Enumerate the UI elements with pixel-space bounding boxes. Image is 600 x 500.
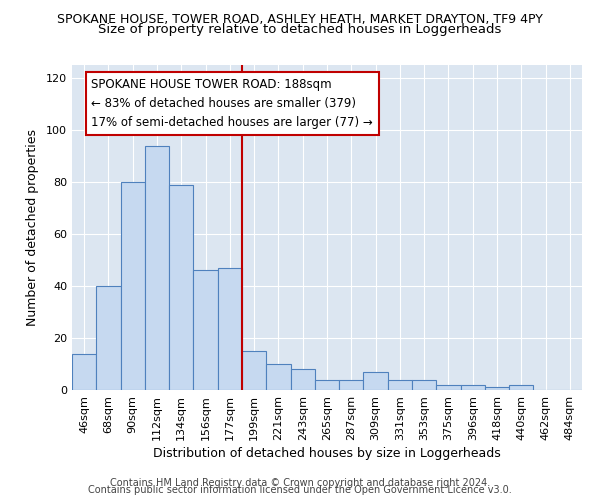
Bar bbox=[242, 351, 266, 390]
X-axis label: Distribution of detached houses by size in Loggerheads: Distribution of detached houses by size … bbox=[153, 447, 501, 460]
Bar bbox=[509, 385, 533, 390]
Bar bbox=[145, 146, 169, 390]
Text: Contains HM Land Registry data © Crown copyright and database right 2024.: Contains HM Land Registry data © Crown c… bbox=[110, 478, 490, 488]
Text: Size of property relative to detached houses in Loggerheads: Size of property relative to detached ho… bbox=[98, 22, 502, 36]
Bar bbox=[169, 184, 193, 390]
Bar bbox=[72, 354, 96, 390]
Bar bbox=[266, 364, 290, 390]
Bar bbox=[436, 385, 461, 390]
Text: Contains public sector information licensed under the Open Government Licence v3: Contains public sector information licen… bbox=[88, 485, 512, 495]
Bar bbox=[121, 182, 145, 390]
Bar bbox=[290, 369, 315, 390]
Bar bbox=[315, 380, 339, 390]
Bar bbox=[485, 388, 509, 390]
Text: SPOKANE HOUSE TOWER ROAD: 188sqm
← 83% of detached houses are smaller (379)
17% : SPOKANE HOUSE TOWER ROAD: 188sqm ← 83% o… bbox=[91, 78, 373, 129]
Bar bbox=[193, 270, 218, 390]
Bar bbox=[461, 385, 485, 390]
Bar bbox=[218, 268, 242, 390]
Bar bbox=[364, 372, 388, 390]
Bar bbox=[339, 380, 364, 390]
Bar bbox=[388, 380, 412, 390]
Text: SPOKANE HOUSE, TOWER ROAD, ASHLEY HEATH, MARKET DRAYTON, TF9 4PY: SPOKANE HOUSE, TOWER ROAD, ASHLEY HEATH,… bbox=[57, 12, 543, 26]
Bar bbox=[96, 286, 121, 390]
Y-axis label: Number of detached properties: Number of detached properties bbox=[26, 129, 39, 326]
Bar bbox=[412, 380, 436, 390]
